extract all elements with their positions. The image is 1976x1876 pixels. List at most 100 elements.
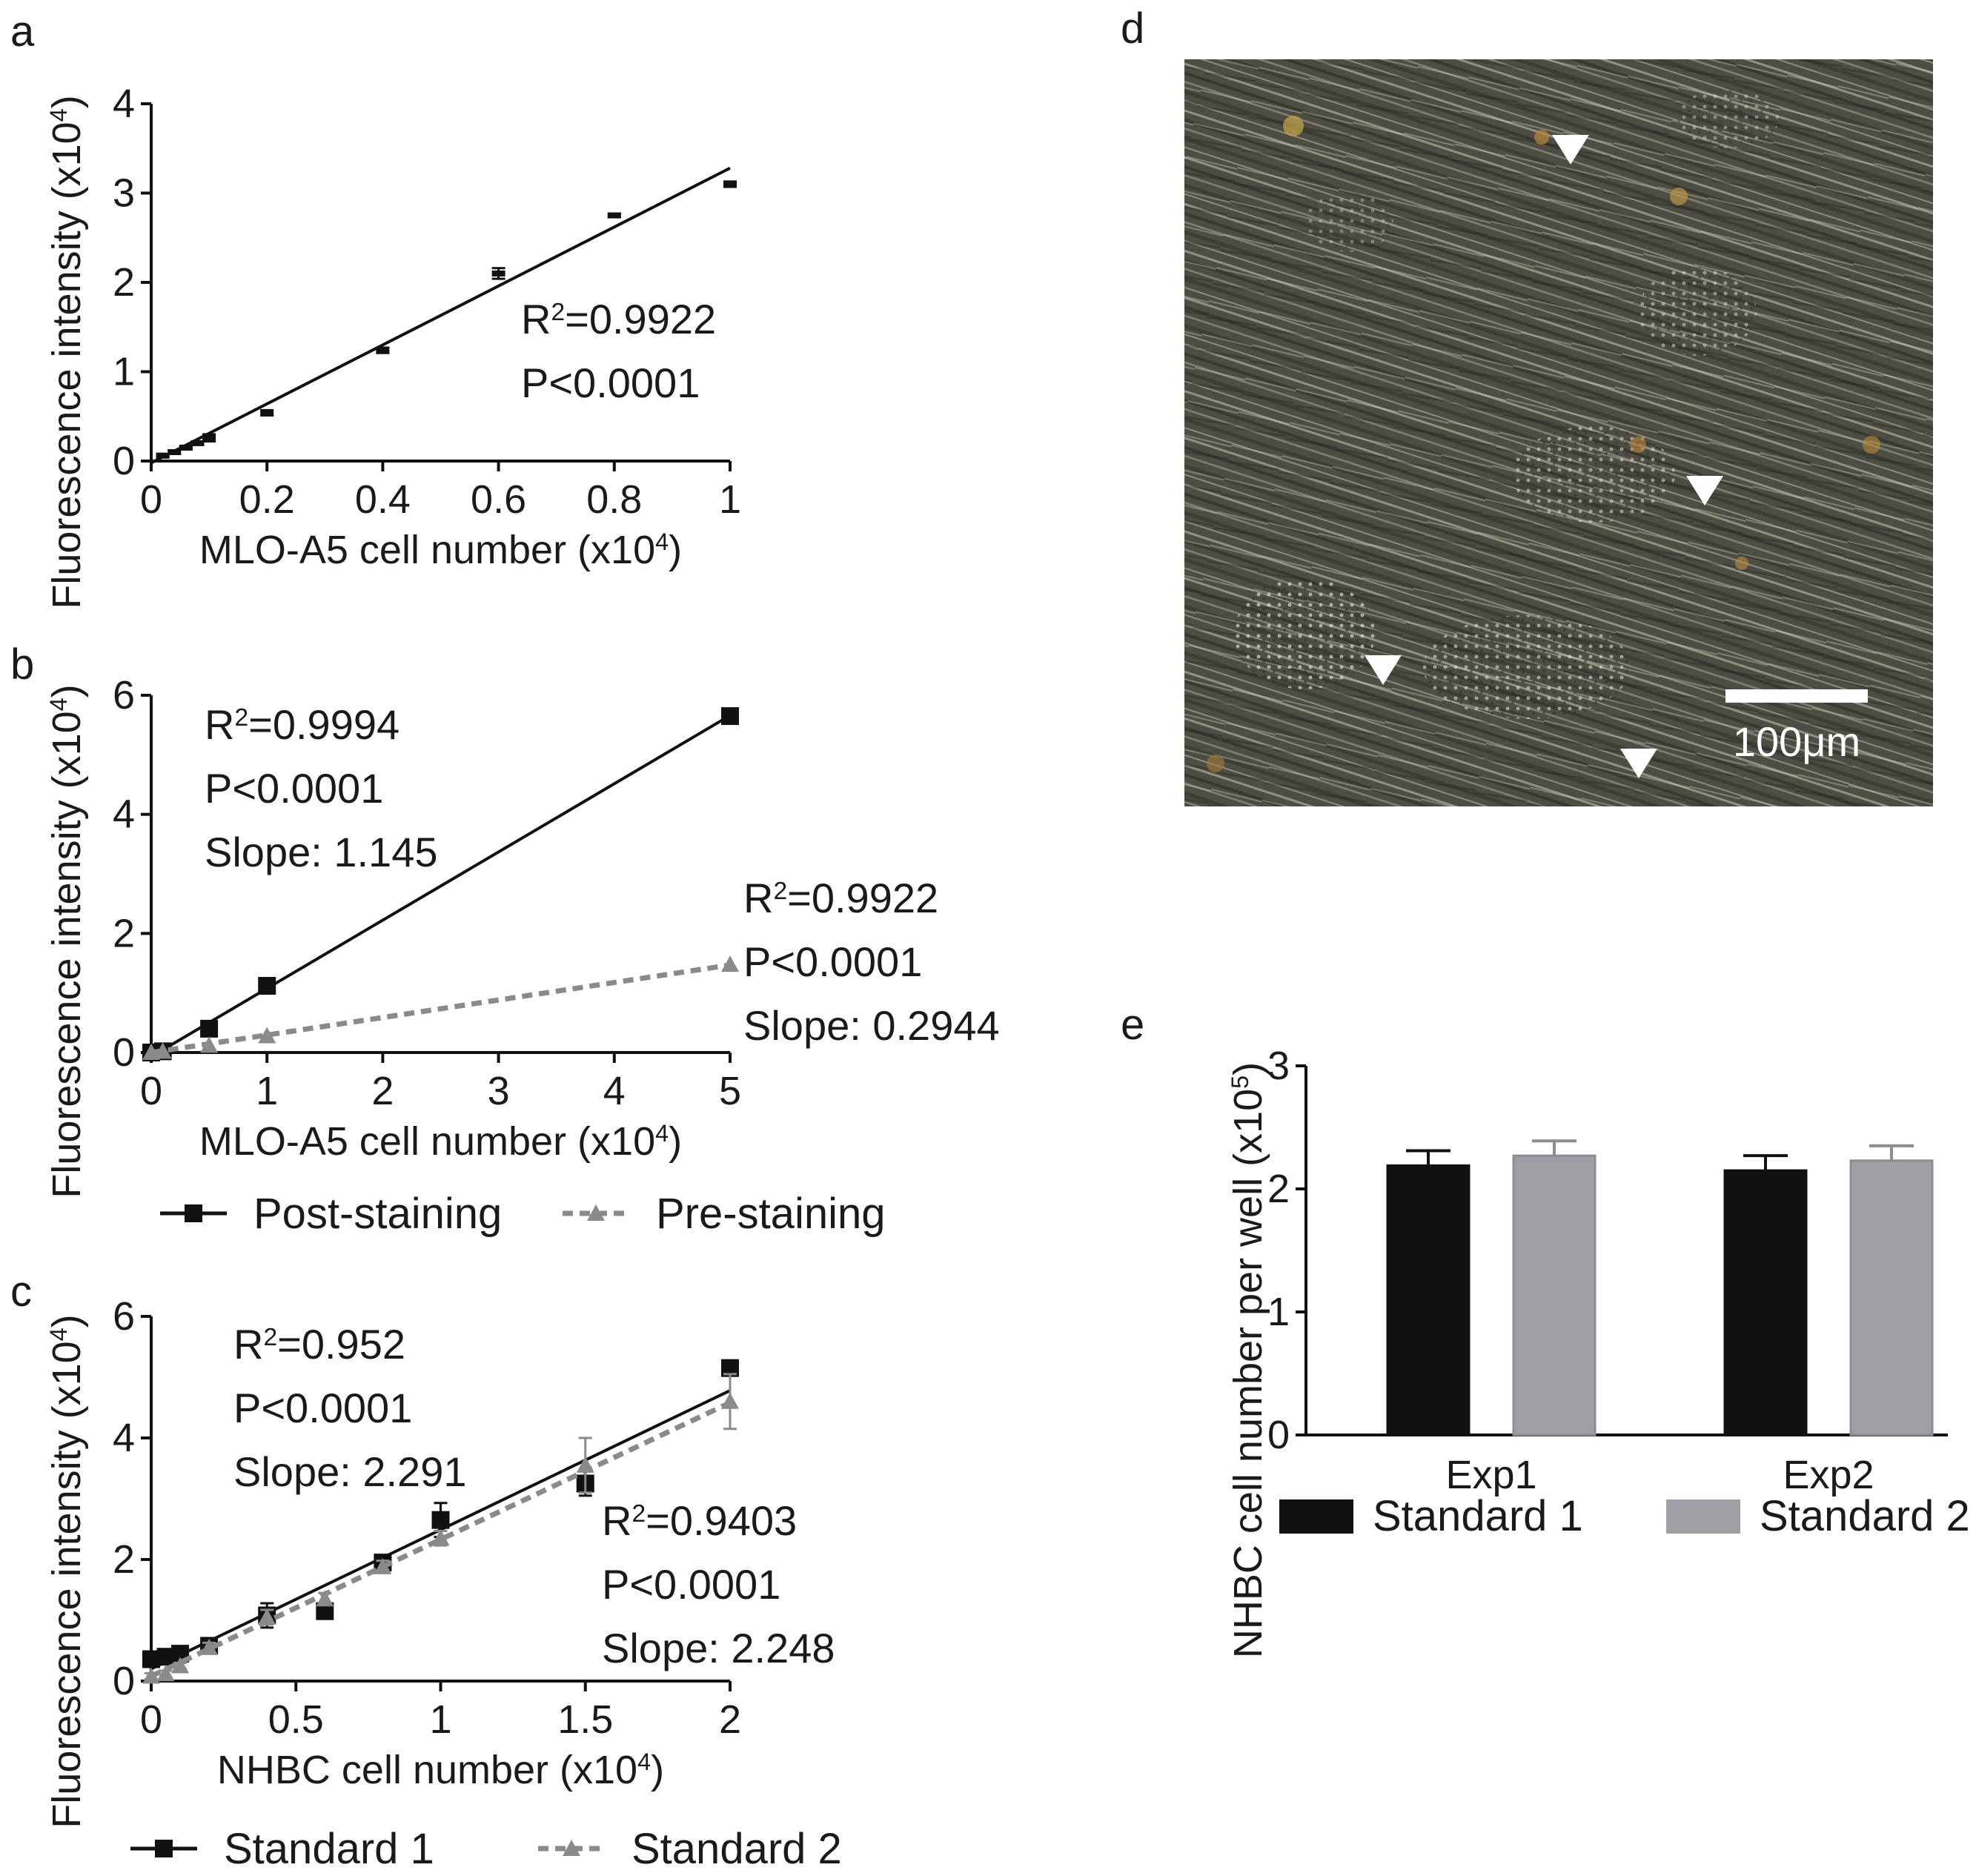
y-tick-label: 1 (1267, 1290, 1290, 1334)
legend-marker (587, 1204, 605, 1221)
bar-standard-2 (1849, 1159, 1934, 1436)
mineral-spot (1283, 116, 1304, 136)
annotation-r2: R2=0.9922 (521, 296, 716, 342)
mineral-spot (1630, 437, 1646, 453)
panel-letter-a: a (10, 7, 35, 56)
annotation-slope: Slope: 1.145 (205, 829, 437, 875)
fit-line-2 (150, 1400, 732, 1679)
y-tick-label: 1 (113, 350, 135, 394)
cell-cluster (1638, 267, 1757, 356)
arrowhead-marker (1686, 476, 1723, 506)
data-point-2 (200, 1638, 219, 1655)
legend-label: Standard 2 (631, 1825, 842, 1873)
scale-bar-label: 100μm (1733, 718, 1860, 765)
mineral-spot (1670, 188, 1688, 205)
annotation-p: P<0.0001 (205, 765, 383, 812)
data-point-1 (200, 1019, 219, 1038)
data-point-2 (721, 1392, 739, 1409)
cell-cluster (1234, 578, 1375, 689)
x-axis-title: NHBC cell number (x104) (217, 1748, 664, 1792)
y-tick-label: 2 (113, 1537, 135, 1582)
x-tick-label: 2 (371, 1069, 394, 1113)
y-tick-label: 2 (113, 911, 135, 955)
arrowhead-marker (1620, 749, 1657, 778)
y-axis-title: Fluorescence intensity (x104) (44, 95, 89, 609)
data-point-2 (258, 1608, 276, 1625)
panel-letter-e: e (1121, 1001, 1144, 1049)
chart-c: 0 2 4 6 0 0.5 1 1.5 2 NHBC cell number (x104) Fluo… (44, 1294, 842, 1873)
y-tick-label: 0 (113, 1030, 135, 1075)
x-tick-label: 0 (140, 1069, 162, 1113)
x-tick-label: 0.2 (239, 477, 295, 522)
y-tick-label: 4 (113, 82, 135, 126)
annotation-p: P<0.0001 (743, 938, 922, 985)
fit-line-1 (150, 714, 732, 1058)
y-tick-label: 4 (113, 1416, 135, 1460)
legend-label: Post-staining (253, 1190, 502, 1238)
x-tick-label: 0.5 (268, 1697, 324, 1742)
x-tick-label: 3 (488, 1069, 510, 1113)
y-tick-label: 0 (113, 1659, 135, 1703)
x-tick-label: 0 (140, 1697, 162, 1742)
legend-label: Standard 2 (1760, 1492, 1970, 1540)
data-point-1 (721, 707, 739, 726)
x-axis-title: MLO-A5 cell number (x104) (199, 1119, 682, 1164)
y-tick-label: 6 (113, 673, 135, 717)
fit-line-2 (150, 962, 731, 1055)
x-tick-label: 0.6 (471, 477, 526, 522)
y-tick-label: 2 (1267, 1167, 1290, 1211)
y-axis-title: Fluorescence intensity (x104) (44, 684, 89, 1198)
arrowhead-marker (1365, 655, 1402, 685)
annotation-r2: R2=0.9994 (205, 701, 399, 748)
legend-marker (185, 1204, 202, 1222)
y-tick-label: 0 (113, 439, 135, 483)
mineral-spot (1207, 755, 1224, 772)
y-tick-label: 2 (113, 260, 135, 305)
y-axis-title: NHBC cell number per well (x105) (1226, 1062, 1270, 1658)
annotation-r2: R2=0.9403 (602, 1497, 797, 1544)
arrowhead-marker (1552, 135, 1589, 165)
mineral-spot (1534, 130, 1549, 145)
data-point-2 (431, 1529, 450, 1546)
data-point-2 (142, 1667, 160, 1684)
y-tick-label: 3 (113, 171, 135, 216)
annotation-slope: Slope: 2.291 (233, 1448, 466, 1495)
cell-cluster (1512, 426, 1675, 523)
chart-b: 0 2 4 6 0 1 2 3 4 5 MLO-A5 cell number (x104) Fluor… (44, 673, 1000, 1238)
legend-swatch (1666, 1499, 1740, 1534)
x-tick-label: 0 (140, 477, 162, 522)
bar-standard-1 (1723, 1169, 1808, 1436)
y-tick-label: 0 (1267, 1413, 1290, 1457)
annotation-slope: Slope: 2.248 (602, 1625, 835, 1671)
x-tick-label: 5 (719, 1069, 741, 1113)
annotation-slope: Slope: 0.2944 (743, 1002, 1000, 1049)
annotation-r2: R2=0.952 (233, 1321, 405, 1368)
x-tick-label: 2 (719, 1697, 741, 1742)
panel-letter-c: c (10, 1267, 32, 1316)
legend-label: Standard 1 (1373, 1492, 1583, 1540)
data-point-1 (258, 977, 276, 995)
bar-standard-2 (1512, 1154, 1597, 1436)
micrograph-image: 100μm (1184, 59, 1933, 806)
data-point-2 (316, 1590, 334, 1607)
legend-label: Pre-staining (656, 1190, 885, 1238)
annotation-p: P<0.0001 (521, 359, 700, 406)
data-point-2 (258, 1027, 276, 1044)
cell-cluster (1304, 193, 1393, 252)
annotation-p: P<0.0001 (602, 1561, 780, 1608)
data-point-2 (374, 1557, 392, 1574)
chart-a: 0 1 2 3 4 0 0.2 0.4 0.6 0.8 1 MLO-A5 cell number (x… (44, 82, 741, 609)
legend-marker (155, 1840, 173, 1857)
x-tick-label: 1 (429, 1697, 451, 1742)
mineral-spot (1735, 557, 1748, 570)
x-axis-title: MLO-A5 cell number (x104) (199, 528, 682, 572)
annotation-p: P<0.0001 (233, 1385, 412, 1431)
annotation-r2: R2=0.9922 (743, 875, 938, 921)
x-tick-label: 1 (719, 477, 741, 522)
data-point-2 (200, 1036, 219, 1053)
y-tick-label: 6 (113, 1294, 135, 1339)
x-tick-label: 0.4 (355, 477, 411, 522)
panel-letter-d: d (1121, 4, 1144, 53)
y-axis-title: Fluorescence intensity (x104) (44, 1314, 89, 1828)
